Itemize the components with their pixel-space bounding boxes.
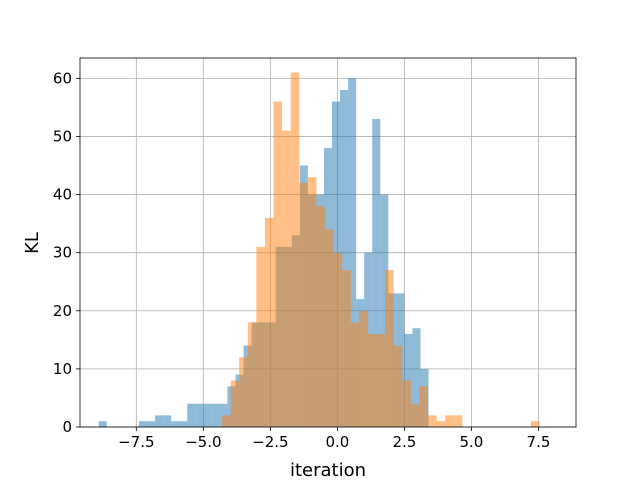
y-tick-label: 50 [53,127,72,145]
histogram-bar [98,421,107,427]
histogram-bar [372,119,381,427]
histogram-bar [325,229,334,427]
histogram-bar [155,415,164,427]
x-tick-label: 7.5 [527,433,551,451]
histogram-bar [376,334,386,427]
histogram-bar [428,415,437,427]
plot-frame [79,57,577,428]
histogram-bar [342,270,351,427]
histogram-bar [316,206,326,427]
y-tick-label: 60 [53,69,72,87]
histogram-bar [359,310,368,427]
y-tick-label: 10 [53,360,72,378]
series-1-bars [222,72,540,428]
histogram-bar [445,415,454,427]
y-axis-label: KL [22,232,43,254]
histogram-bar [436,421,446,427]
ticks: −7.5 −5.0 −2.5 0.0 2.5 5.0 7.5 0 10 20 30 40 50 60 [53,69,550,451]
histogram-bar [393,345,403,427]
histogram-bar [230,380,240,427]
histogram-bar [307,177,317,427]
histogram-bar [138,421,148,427]
x-tick-label: 0.0 [325,433,349,451]
histogram-bar [299,182,308,427]
histogram-bar [333,252,343,427]
histogram-bar [163,415,172,427]
histogram-bar [171,421,180,427]
histogram-bar [290,72,300,427]
histogram-bar [348,78,357,427]
x-tick-label: −5.0 [185,433,221,451]
histogram-bar [402,380,411,427]
histogram-bar [187,403,196,427]
histogram-bar [350,322,360,427]
histogram-bar [222,415,231,427]
x-tick-label: −7.5 [118,433,154,451]
histogram-bar [273,101,283,428]
histogram-bar [340,89,349,427]
histogram-bar [385,270,394,427]
histogram-bar [282,130,291,427]
histogram-bar [211,403,220,427]
histogram-bar [247,322,257,427]
y-tick-label: 30 [53,244,72,262]
x-tick-label: 5.0 [460,433,484,451]
histogram-bar [530,421,540,427]
histogram-bar [256,246,265,427]
x-tick-label: 2.5 [392,433,416,451]
y-tick-label: 0 [62,418,72,436]
histogram-bar [419,386,429,427]
histogram-bar [203,403,212,427]
histogram-bar [453,415,463,427]
grid [80,58,576,428]
histogram-bar [410,403,420,427]
histogram-bar [380,194,389,427]
histogram-bar [264,217,274,427]
bars [98,72,540,428]
histogram-bar [195,403,204,427]
histogram-bar [147,421,156,427]
x-axis-label: iteration [290,460,366,480]
histogram-bar [367,334,377,427]
x-tick-label: −2.5 [252,433,288,451]
histogram-bar [412,328,421,427]
y-tick-label: 40 [53,186,72,204]
y-tick-label: 20 [53,302,72,320]
histogram-bar [239,357,248,427]
histogram-bar [179,421,188,427]
